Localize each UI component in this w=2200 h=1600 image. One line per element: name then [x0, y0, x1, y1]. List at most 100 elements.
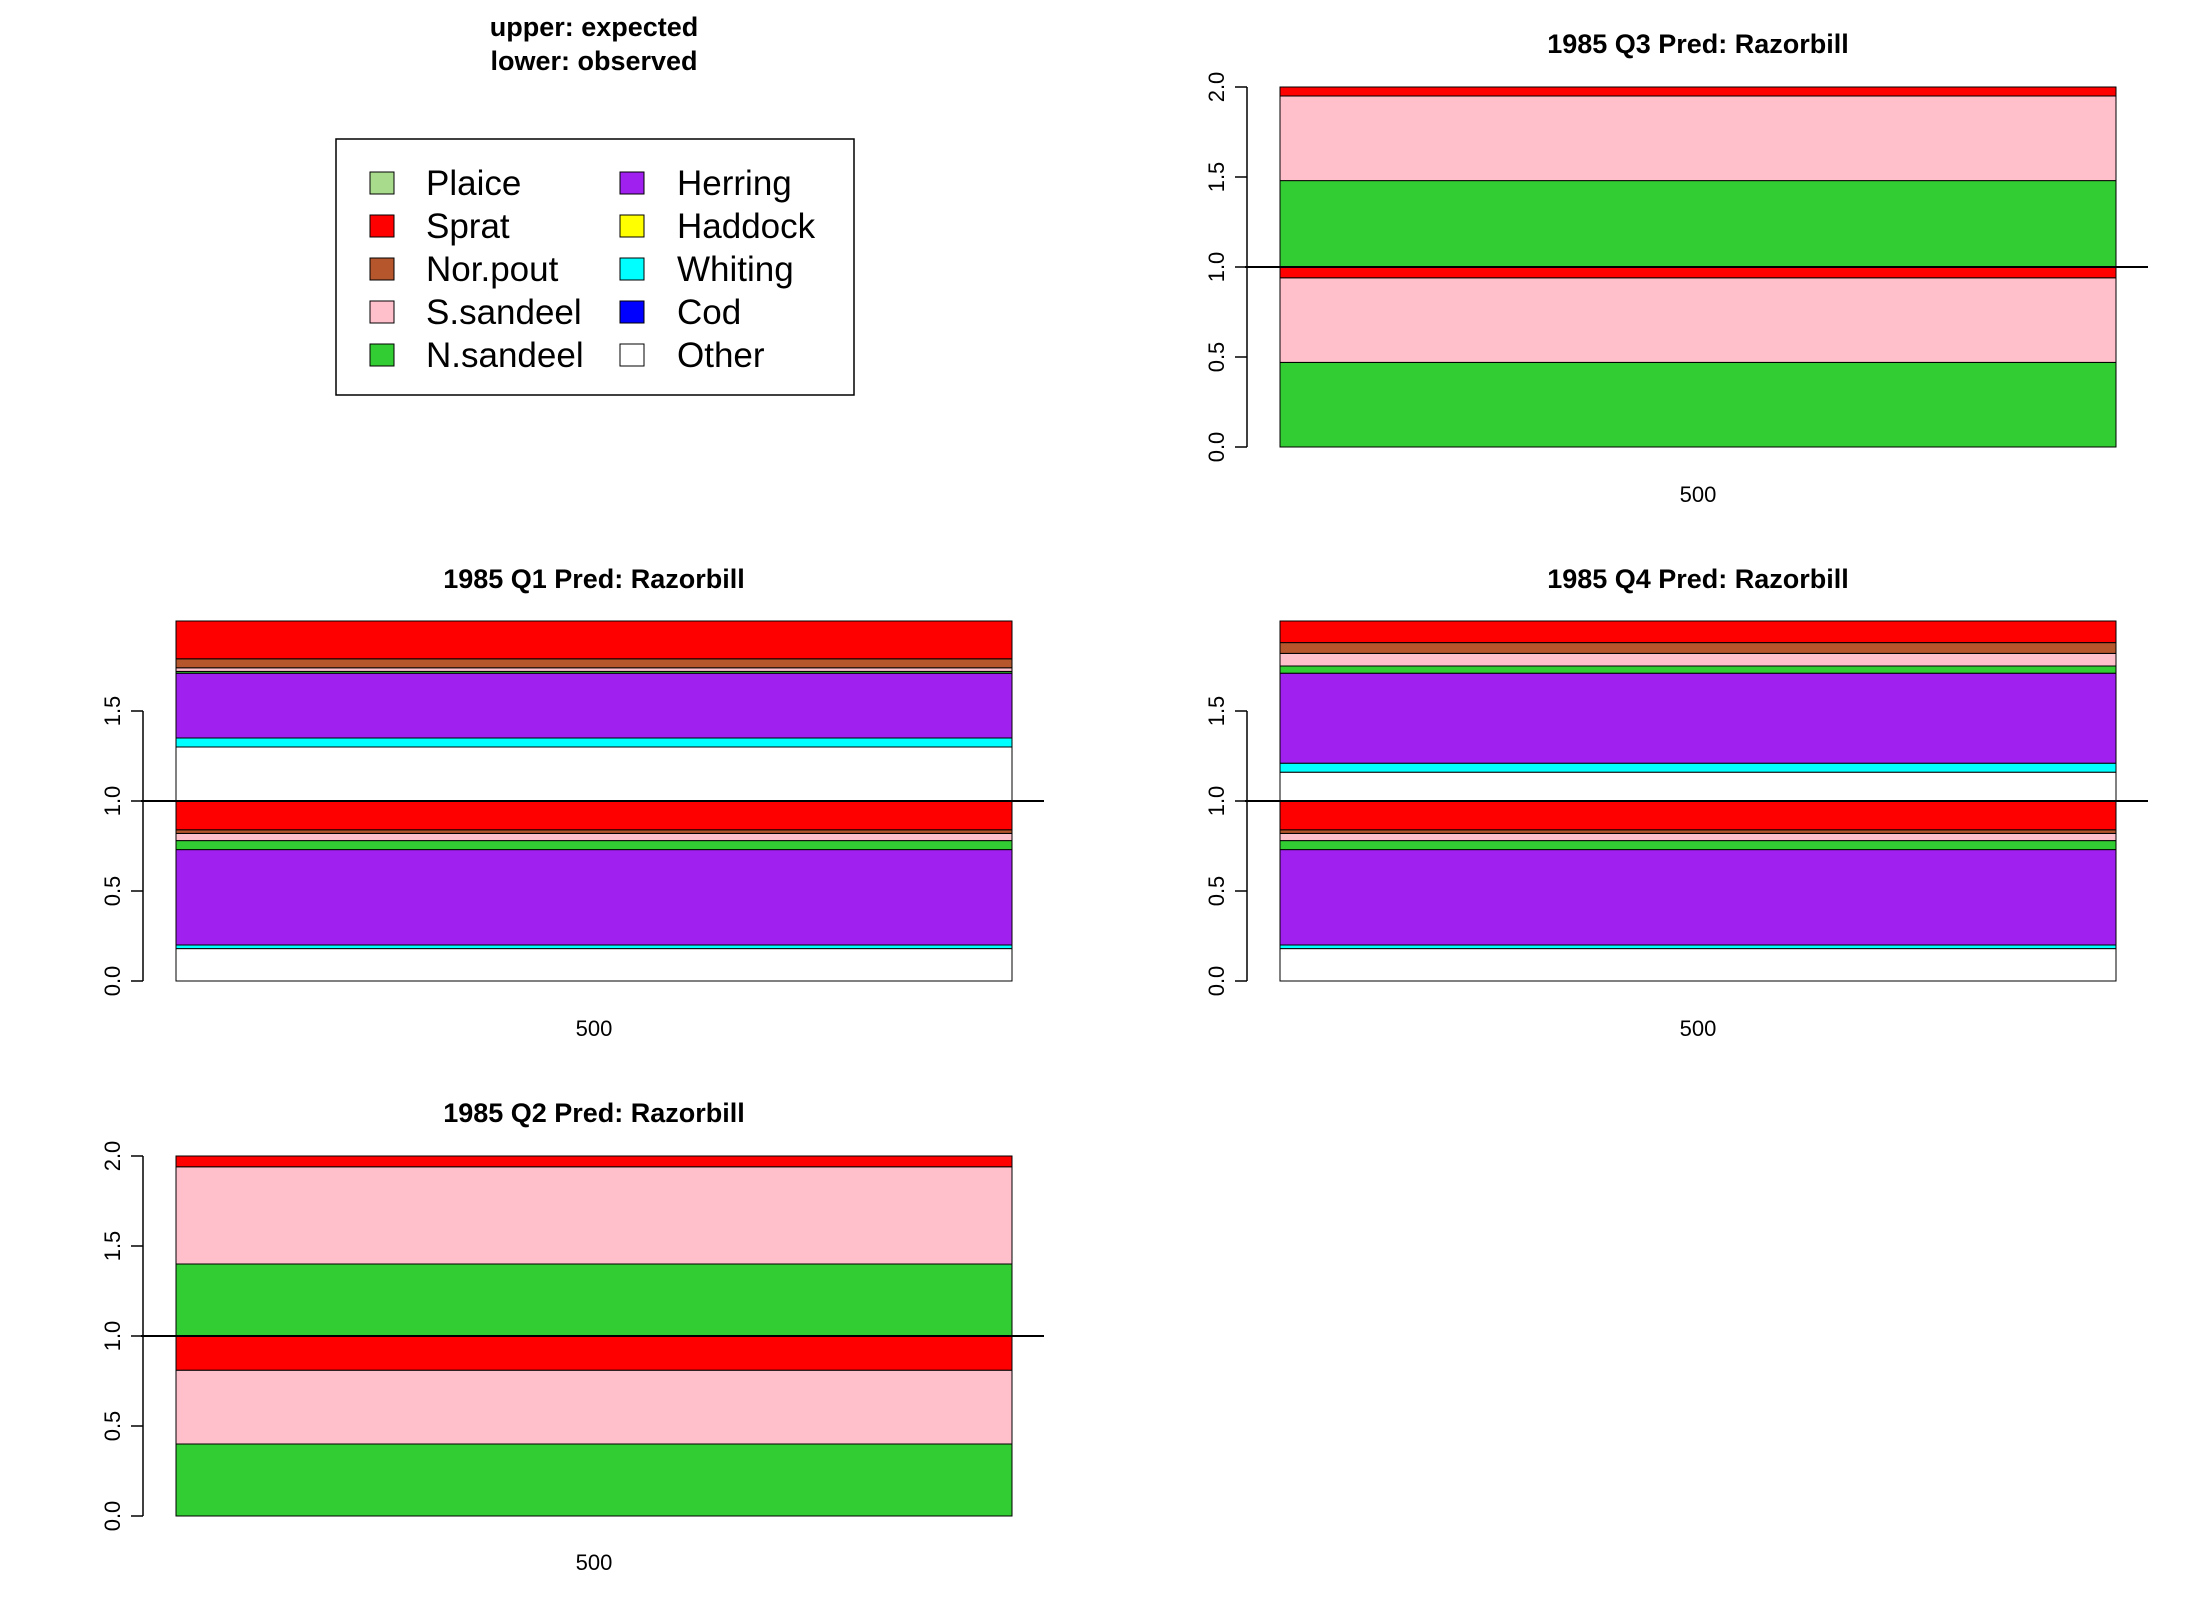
- bar-segment-observed-other: [1279, 948, 2117, 982]
- y-tick-label: 2.0: [100, 1141, 125, 1172]
- bar-segment-observed-sprat: [1279, 800, 2117, 831]
- legend-label: Haddock: [677, 207, 816, 246]
- bar-segment-expected-s-sandeel: [1279, 652, 2117, 667]
- y-tick-label: 0.0: [1204, 966, 1229, 997]
- bar-segment-observed-whiting: [175, 944, 1013, 950]
- legend-label: Whiting: [677, 250, 794, 289]
- panel-4: 1985 Q2 Pred: Razorbill 0.0 0.5 1.0 1.5 2.0 50…: [100, 1098, 1044, 1575]
- y-tick-label: 2.0: [1204, 72, 1229, 103]
- y-tick-label: 0.5: [100, 1411, 125, 1442]
- bar-segment-observed-other: [175, 948, 1013, 982]
- bar-segment-expected-herring: [175, 672, 1013, 739]
- legend-swatch: [619, 171, 645, 195]
- panel-1: 1985 Q3 Pred: Razorbill 0.0 0.5 1.0 1.5 2.0 50…: [1204, 29, 2148, 507]
- legend-item: Sprat: [369, 207, 510, 246]
- x-category-label: 500: [1680, 482, 1717, 507]
- bar-segment-observed-n-sandeel: [1279, 361, 2117, 448]
- bar-segment-observed-n-sandeel: [1279, 840, 2117, 851]
- y-tick-label: 0.5: [100, 876, 125, 907]
- bar-segment-expected-n-sandeel: [1279, 180, 2117, 268]
- bar-segment-expected-whiting: [175, 737, 1013, 748]
- bar-segment-expected-n-sandeel: [1279, 665, 2117, 674]
- legend-label: Plaice: [426, 164, 521, 203]
- bar-segment-observed-n-sandeel: [175, 1443, 1013, 1517]
- panel-title: 1985 Q4 Pred: Razorbill: [1547, 564, 1849, 594]
- bar-segment-expected-sprat: [175, 1155, 1013, 1168]
- bar-segment-expected-nor-pout: [175, 658, 1013, 669]
- y-tick-label: 1.5: [1204, 696, 1229, 727]
- bar-segment-observed-s-sandeel: [175, 832, 1013, 842]
- legend-label: Nor.pout: [426, 250, 559, 289]
- x-category-label: 500: [576, 1016, 613, 1041]
- legend-swatch: [369, 343, 395, 367]
- panels: 1985 Q3 Pred: Razorbill 0.0 0.5 1.0 1.5 2.0 50…: [100, 29, 2148, 1575]
- y-tick-label: 1.5: [1204, 162, 1229, 193]
- legend-label: Sprat: [426, 207, 510, 246]
- bar-segment-expected-other: [175, 746, 1013, 802]
- legend-swatch: [369, 214, 395, 238]
- bar-segment-observed-nor-pout: [1279, 829, 2117, 834]
- y-tick-label: 1.0: [1204, 252, 1229, 283]
- header-line-1: upper: expected: [490, 12, 699, 42]
- legend-item: N.sandeel: [369, 336, 584, 375]
- bar-segment-expected-sprat: [1279, 86, 2117, 97]
- legend-item: Plaice: [369, 164, 521, 203]
- bar-segment-expected-whiting: [1279, 762, 2117, 773]
- bar-segment-observed-s-sandeel: [1279, 832, 2117, 842]
- y-tick-label: 1.0: [1204, 786, 1229, 817]
- legend-item: Haddock: [619, 207, 816, 246]
- bar-segment-observed-sprat: [1279, 266, 2117, 279]
- x-category-label: 500: [576, 1550, 613, 1575]
- y-tick-label: 0.0: [100, 966, 125, 997]
- legend-swatch: [619, 214, 645, 238]
- y-tick-label: 0.5: [1204, 876, 1229, 907]
- legend-swatch: [369, 300, 395, 324]
- legend-item: S.sandeel: [369, 293, 582, 332]
- header-line-2: lower: observed: [490, 46, 697, 76]
- legend-swatch: [619, 300, 645, 324]
- legend-swatch: [619, 257, 645, 281]
- legend-item: Whiting: [619, 250, 794, 289]
- bar-segment-observed-whiting: [1279, 944, 2117, 950]
- legend-label: S.sandeel: [426, 293, 582, 332]
- panel-title: 1985 Q2 Pred: Razorbill: [443, 1098, 745, 1128]
- bar-segment-observed-n-sandeel: [175, 840, 1013, 851]
- legend-items: Plaice Sprat Nor.pout S.sandeel N.sandeel Her…: [369, 164, 816, 375]
- legend: Plaice Sprat Nor.pout S.sandeel N.sandeel Her…: [335, 138, 855, 396]
- y-tick-label: 0.0: [1204, 432, 1229, 463]
- y-tick-label: 1.5: [100, 1231, 125, 1262]
- panel-3: 1985 Q4 Pred: Razorbill 0.0 0.5 1.0 1.5 500: [1204, 564, 2148, 1041]
- bar-segment-observed-sprat: [175, 1335, 1013, 1371]
- bar-segment-observed-s-sandeel: [1279, 277, 2117, 363]
- bar-segment-expected-other: [1279, 771, 2117, 802]
- legend-frame: [335, 138, 855, 396]
- panel-title: 1985 Q1 Pred: Razorbill: [443, 564, 745, 594]
- bar-segment-expected-s-sandeel: [175, 667, 1013, 672]
- bar-segment-expected-herring: [1279, 672, 2117, 764]
- bar-segment-expected-s-sandeel: [1279, 95, 2117, 182]
- legend-label: Other: [677, 336, 765, 375]
- bar-segment-expected-s-sandeel: [175, 1166, 1013, 1265]
- legend-swatch: [369, 257, 395, 281]
- legend-item: Herring: [619, 164, 792, 203]
- y-tick-label: 0.5: [1204, 342, 1229, 373]
- legend-item: Cod: [619, 293, 741, 332]
- bar-segment-observed-herring: [175, 849, 1013, 946]
- bar-segment-observed-s-sandeel: [175, 1369, 1013, 1445]
- legend-swatch: [369, 171, 395, 195]
- legend-label: Cod: [677, 293, 741, 332]
- bar-segment-observed-herring: [1279, 849, 2117, 946]
- y-tick-label: 1.0: [100, 1321, 125, 1352]
- bar-segment-expected-n-sandeel: [175, 1263, 1013, 1337]
- bar-segment-expected-nor-pout: [1279, 642, 2117, 654]
- legend-item: Other: [619, 336, 765, 375]
- y-tick-label: 1.5: [100, 696, 125, 727]
- legend-label: N.sandeel: [426, 336, 584, 375]
- bar-segment-expected-sprat: [175, 620, 1013, 660]
- legend-item: Nor.pout: [369, 250, 559, 289]
- panel-title: 1985 Q3 Pred: Razorbill: [1547, 29, 1849, 59]
- y-tick-label: 0.0: [100, 1501, 125, 1532]
- legend-label: Herring: [677, 164, 792, 203]
